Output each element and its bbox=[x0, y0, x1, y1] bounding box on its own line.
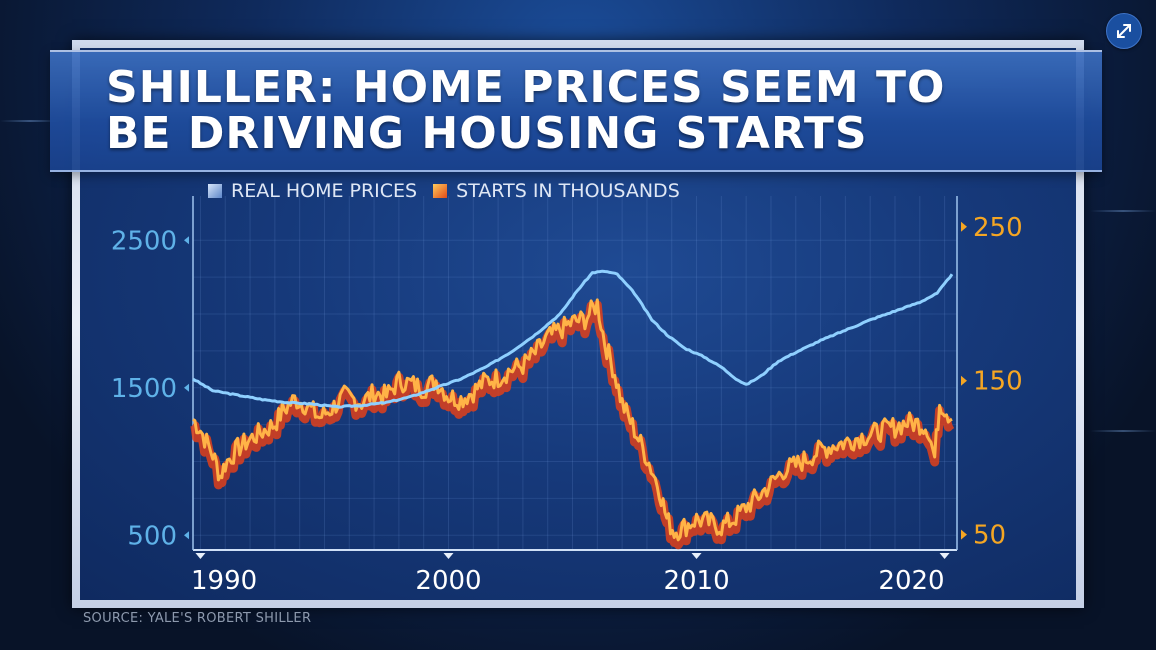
chart-ticks: 500 1500 2500 50 150 250 1990 2000 2010 2020 bbox=[111, 213, 1023, 596]
page-title-line-2: BE DRIVING HOUSING STARTS bbox=[106, 108, 868, 159]
background-streak bbox=[1090, 430, 1156, 432]
y-left-tick-marker bbox=[184, 531, 189, 540]
y-right-tick-marker bbox=[961, 221, 967, 232]
y-left-tick-label: 500 bbox=[127, 521, 177, 551]
x-tick-marker bbox=[691, 553, 702, 559]
title-bar bbox=[50, 50, 1102, 172]
y-left-tick-marker bbox=[184, 236, 189, 245]
x-tick-marker bbox=[443, 553, 454, 559]
x-tick-label: 2000 bbox=[415, 566, 481, 596]
legend-label-starts: STARTS IN THOUSANDS bbox=[456, 180, 680, 202]
page-title-line-1: SHILLER: HOME PRICES SEEM TO bbox=[106, 62, 946, 113]
expand-button[interactable] bbox=[1106, 13, 1142, 49]
starts-series-line bbox=[192, 298, 953, 542]
x-tick-label: 1990 bbox=[191, 566, 257, 596]
background-streak bbox=[0, 120, 60, 122]
chart-axes bbox=[192, 196, 958, 551]
legend-swatch-prices bbox=[208, 184, 222, 198]
legend-label-prices: REAL HOME PRICES bbox=[231, 180, 418, 202]
expand-arrows-icon bbox=[1117, 24, 1131, 38]
y-left-tick-label: 1500 bbox=[111, 374, 177, 404]
y-right-tick-label: 250 bbox=[973, 213, 1023, 243]
y-right-tick-marker bbox=[961, 375, 967, 386]
chart-grid bbox=[193, 196, 957, 550]
x-tick-label: 2020 bbox=[878, 566, 944, 596]
y-left-tick-marker bbox=[184, 383, 189, 392]
prices-series-line bbox=[192, 269, 954, 409]
y-left-tick-label: 2500 bbox=[111, 226, 177, 256]
background-streak bbox=[1090, 210, 1156, 212]
x-tick-marker bbox=[195, 553, 206, 559]
x-tick-marker bbox=[939, 553, 950, 559]
x-tick-label: 2010 bbox=[663, 566, 729, 596]
y-right-tick-label: 50 bbox=[973, 521, 1006, 551]
chart-legend: REAL HOME PRICES STARTS IN THOUSANDS bbox=[208, 178, 680, 204]
y-right-tick-marker bbox=[961, 529, 967, 540]
y-right-tick-label: 150 bbox=[973, 367, 1023, 397]
source-credit: SOURCE: YALE'S ROBERT SHILLER bbox=[83, 611, 312, 626]
legend-swatch-starts bbox=[433, 184, 448, 198]
